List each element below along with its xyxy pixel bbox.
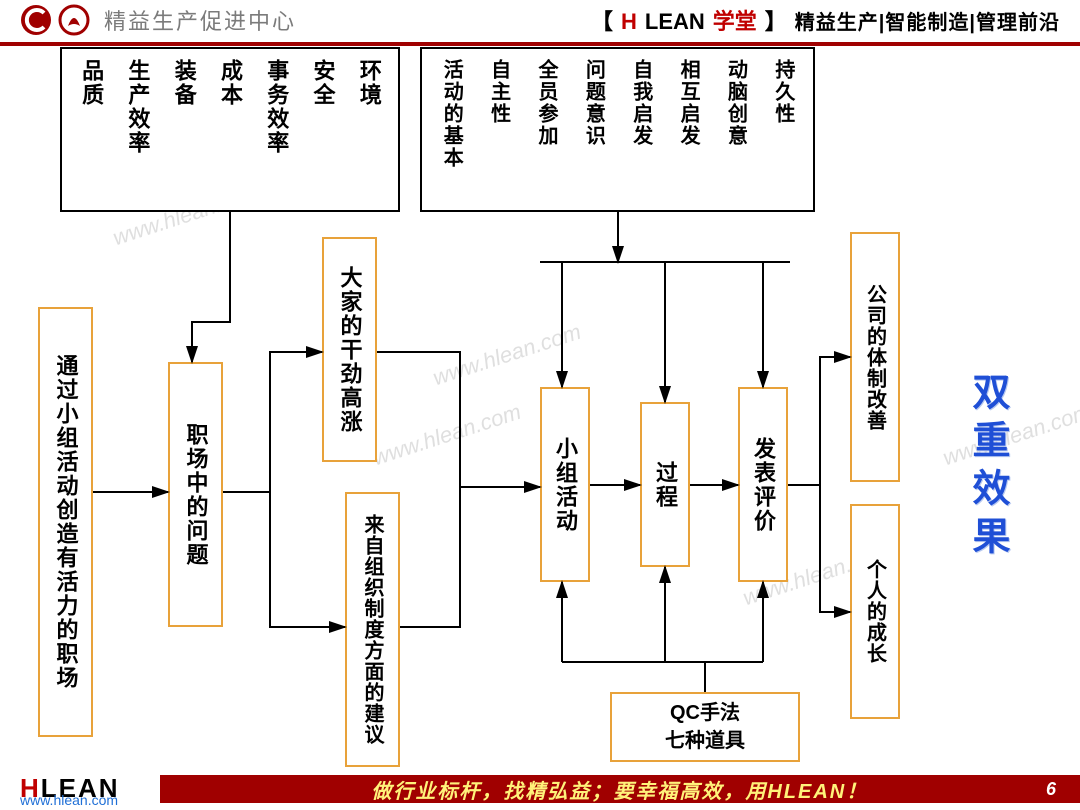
tr-item: 活动的基本 (437, 59, 466, 169)
flow-node-n5: 小组活动 (540, 387, 590, 582)
footer-url: www.hlean.com (20, 792, 118, 808)
bracket-open: 【 (591, 4, 613, 36)
flow-node-n3: 大家的干劲高涨 (322, 237, 377, 462)
flow-node-n9: 个人的成长 (850, 504, 900, 719)
node-label: 发表评价 (747, 437, 779, 533)
node-label: 公司的体制改善 (861, 284, 890, 431)
flow-node-n7: 发表评价 (738, 387, 788, 582)
tr-item: 全员参加 (532, 59, 561, 147)
hlean-lean: LEAN (645, 9, 705, 35)
node-label: 通过小组活动创造有活力的职场 (50, 354, 82, 690)
header-right: 【 H LEAN 学堂 】 精益生产|智能制造|管理前沿 (591, 4, 1060, 36)
logo-leaf-icon (58, 4, 90, 36)
tl-item: 品质 (75, 59, 107, 107)
tr-item: 问题意识 (579, 59, 608, 147)
logo-c-icon (20, 4, 52, 36)
tl-item: 生产效率 (121, 59, 153, 155)
slide-footer: HLEAN 做行业标杆，找精弘益；要幸福高效，用HLEAN！ 6 (0, 768, 1080, 810)
xuetang: 学堂 (713, 4, 757, 36)
node-label: 职场中的问题 (180, 423, 212, 567)
tl-item: 成本 (214, 59, 246, 107)
flow-node-n4: 来自组织制度方面的建议 (345, 492, 400, 767)
flow-node-n8: 公司的体制改善 (850, 232, 900, 482)
tl-item: 事务效率 (260, 59, 292, 155)
node-label: 大家的干劲高涨 (334, 266, 366, 434)
header-subtitle: 精益生产|智能制造|管理前沿 (795, 6, 1060, 35)
tr-item: 动脑创意 (721, 59, 750, 147)
qc-line1: QC手法 (670, 699, 740, 727)
slide-header: 精益生产促进中心 【 H LEAN 学堂 】 精益生产|智能制造|管理前沿 (0, 0, 1080, 40)
top-left-box: 品质 生产效率 装备 成本 事务效率 安全 环境 (60, 47, 400, 212)
footer-slogan: 做行业标杆，找精弘益；要幸福高效，用HLEAN！ (371, 775, 868, 804)
flow-node-n6: 过程 (640, 402, 690, 567)
flow-node-n1: 通过小组活动创造有活力的职场 (38, 307, 93, 737)
tr-item: 自主性 (485, 59, 514, 125)
tl-item: 装备 (168, 59, 200, 107)
hlean-h: H (621, 9, 637, 35)
tr-item: 自我启发 (627, 59, 656, 147)
watermark: www.hlean.com (430, 319, 585, 391)
diagram-canvas: www.hlean.com www.hlean.com www.hlean.co… (0, 42, 1080, 762)
page-number: 6 (1046, 779, 1058, 800)
result-title: 双重效果 (960, 372, 1015, 564)
tl-item: 安全 (307, 59, 339, 107)
footer-slogan-bar: 做行业标杆，找精弘益；要幸福高效，用HLEAN！ 6 (160, 775, 1080, 803)
bracket-close: 】 (765, 4, 787, 36)
org-title: 精益生产促进中心 (104, 4, 296, 36)
node-label: 小组活动 (549, 437, 581, 533)
node-label: 个人的成长 (861, 559, 890, 664)
flow-node-n2: 职场中的问题 (168, 362, 223, 627)
tl-item: 环境 (353, 59, 385, 107)
qc-box: QC手法 七种道具 (610, 692, 800, 762)
tr-item: 持久性 (769, 59, 798, 125)
node-label: 过程 (649, 461, 681, 509)
qc-line2: 七种道具 (665, 727, 745, 755)
tr-item: 相互启发 (674, 59, 703, 147)
watermark: www.hlean.com (370, 399, 525, 471)
node-label: 来自组织制度方面的建议 (358, 514, 387, 745)
top-right-box: 活动的基本 自主性 全员参加 问题意识 自我启发 相互启发 动脑创意 持久性 (420, 47, 815, 212)
